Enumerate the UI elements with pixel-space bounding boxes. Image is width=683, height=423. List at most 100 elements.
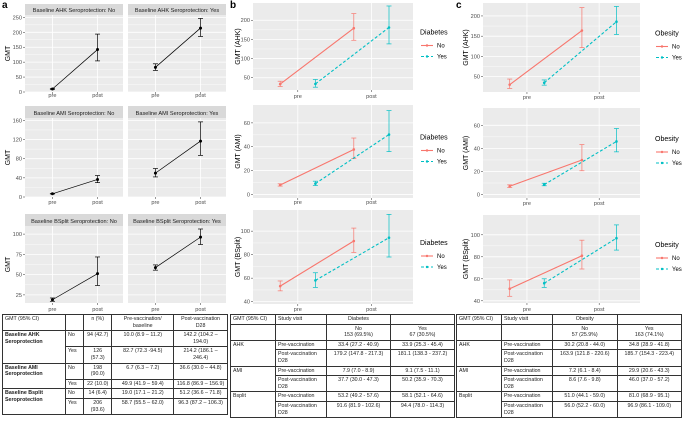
y-tick-label: 200: [13, 30, 22, 36]
error-bar: [386, 5, 392, 45]
table-cell: AHK: [456, 339, 502, 367]
table-row: Post-vaccination D28 91.6 (81.9 - 102.6) 9…: [231, 401, 455, 419]
y-tick-label: 80: [16, 157, 22, 163]
legend-title: Obesity: [655, 31, 679, 38]
data-point: [199, 235, 203, 239]
table-cell: 58.1 (52.1 - 64.6): [390, 391, 455, 403]
x-tick-label: pre: [523, 95, 531, 101]
y-tick-label: 160: [13, 118, 22, 124]
table-cell: 14 (6.4): [82, 388, 113, 400]
facet-strip: [128, 4, 226, 15]
table-cell: No: [65, 330, 84, 348]
table-cell: 82.7 (72.3 -94.5): [111, 346, 175, 364]
y-tick-label: 150: [241, 37, 250, 43]
table-cell: 214.2 (186.1 – 246.4): [173, 346, 228, 364]
error-bar: [541, 278, 547, 288]
table-cell: No 153 (69.5%): [326, 323, 391, 341]
table-cell: 58.7 (55.5 – 62.0): [111, 398, 175, 416]
x-tick-label: post: [195, 93, 206, 99]
table-cell: 10.0 (8.9 – 11.2): [111, 330, 175, 348]
facet-strip: [25, 4, 123, 15]
y-tick-label: 0: [477, 193, 480, 199]
facet: pre post: [253, 210, 413, 313]
table-cell: 142.2 (104.2 – 194.0): [173, 330, 228, 348]
legend-key-point: [660, 161, 664, 165]
facet: Baseline AMI Seroprotection: No pre post: [25, 106, 123, 206]
panel-label-a: a: [2, 0, 8, 11]
error-bar: [152, 264, 158, 271]
x-tick-label: post: [195, 307, 206, 313]
y-tick-label: 40: [244, 145, 250, 151]
table-row: No 57 (25.9%) Yes 163 (74.1%): [456, 323, 682, 341]
series-line-Yes: [543, 237, 617, 284]
plot-background: [25, 118, 123, 197]
x-tick-label: post: [594, 307, 605, 313]
y-tick-label: 50: [244, 76, 250, 82]
error-bar: [579, 239, 585, 270]
table-cell: Baseline AHK Seroprotection: [2, 330, 66, 364]
legend-key-point: [425, 254, 429, 258]
y-axis-title: GMT (AMI): [463, 136, 470, 170]
error-bar: [312, 272, 318, 288]
table-cell: No: [65, 362, 84, 380]
table-cell: 51.2 (36.6 – 71.8): [173, 388, 228, 400]
table-cell: [501, 323, 553, 341]
table-row: Post-vaccination D28 56.0 (52.2 - 60.0) 96…: [457, 401, 682, 419]
x-tick-label: pre: [151, 200, 159, 206]
table-cell: 29.9 (20.6 - 43.3): [616, 365, 682, 377]
y-tick-label: 100: [471, 54, 480, 60]
y-tick-label: 100: [13, 60, 22, 66]
table-cell: [275, 323, 327, 341]
table-cell: Pre-vaccination: [501, 365, 553, 377]
legend: Diabetes No Yes: [420, 30, 448, 61]
legend-label: Yes: [437, 160, 447, 166]
data-point: [352, 26, 356, 30]
legend: Obesity No Yes: [655, 136, 682, 167]
series-line-No: [279, 148, 355, 186]
legend-label: No: [672, 256, 680, 262]
facet-title: Baseline AMI Seroprotection: No: [34, 111, 115, 117]
table-cell: 81.0 (68.9 - 95.1): [616, 391, 682, 403]
table-cell: Yes 67 (30.5%): [390, 323, 455, 341]
series-line-Yes: [543, 140, 617, 186]
y-tick-label: 80: [474, 255, 480, 261]
error-bar: [507, 78, 513, 89]
table-cell: Pre-vaccination/ baseline: [111, 313, 175, 332]
data-point: [352, 239, 356, 243]
table-cell: Post-vaccination D28: [173, 313, 228, 332]
panel-label-b: b: [230, 0, 237, 11]
data-point: [387, 26, 391, 29]
legend-title: Diabetes: [420, 30, 448, 37]
legend-label: Yes: [672, 56, 682, 62]
x-tick-label: post: [366, 94, 377, 100]
series-line-No: [509, 30, 583, 86]
table-cell: 94.4 (78.0 - 114.3): [390, 401, 455, 419]
data-point: [153, 171, 157, 175]
error-bar: [152, 63, 158, 71]
x-tick-label: pre: [523, 307, 531, 313]
data-point: [580, 158, 584, 162]
table-cell: [616, 314, 682, 325]
error-bar: [541, 79, 547, 86]
facet-title: Baseline AHK Seroprotection: No: [33, 8, 115, 14]
y-tick-label: 120: [13, 138, 22, 144]
table-cell: GMT (95% CI): [2, 313, 66, 332]
data-point: [96, 48, 100, 52]
legend-key-point: [660, 267, 664, 271]
table-cell: No 57 (25.9%): [552, 323, 618, 341]
y-tick-label: 100: [471, 233, 480, 239]
y-axis-title: GMT (AMI): [235, 134, 242, 168]
table-cell: 181.1 (138.3 - 237.2): [390, 349, 455, 367]
y-tick-label: 100: [13, 232, 22, 238]
y-tick-label: 60: [244, 276, 250, 282]
chart-b_ami: pre post 0 20 40 60 GMT (AMI) Diabetes No Yes: [235, 105, 448, 206]
table-c: GMT (95% CI) Study visit Obesity No 57 (25.9…: [456, 314, 682, 419]
data-point: [352, 148, 356, 151]
table-cell: 94 (42.7): [82, 330, 113, 348]
y-tick-label: 0: [19, 195, 22, 201]
legend-label: No: [437, 149, 445, 155]
data-point: [615, 20, 618, 24]
table-row: Yes 206 (93.6) 58.7 (55.5 – 62.0) 96.3 (87.…: [3, 398, 228, 416]
y-axis-title: GMT (BSplit): [235, 237, 242, 277]
error-bar: [198, 228, 204, 245]
